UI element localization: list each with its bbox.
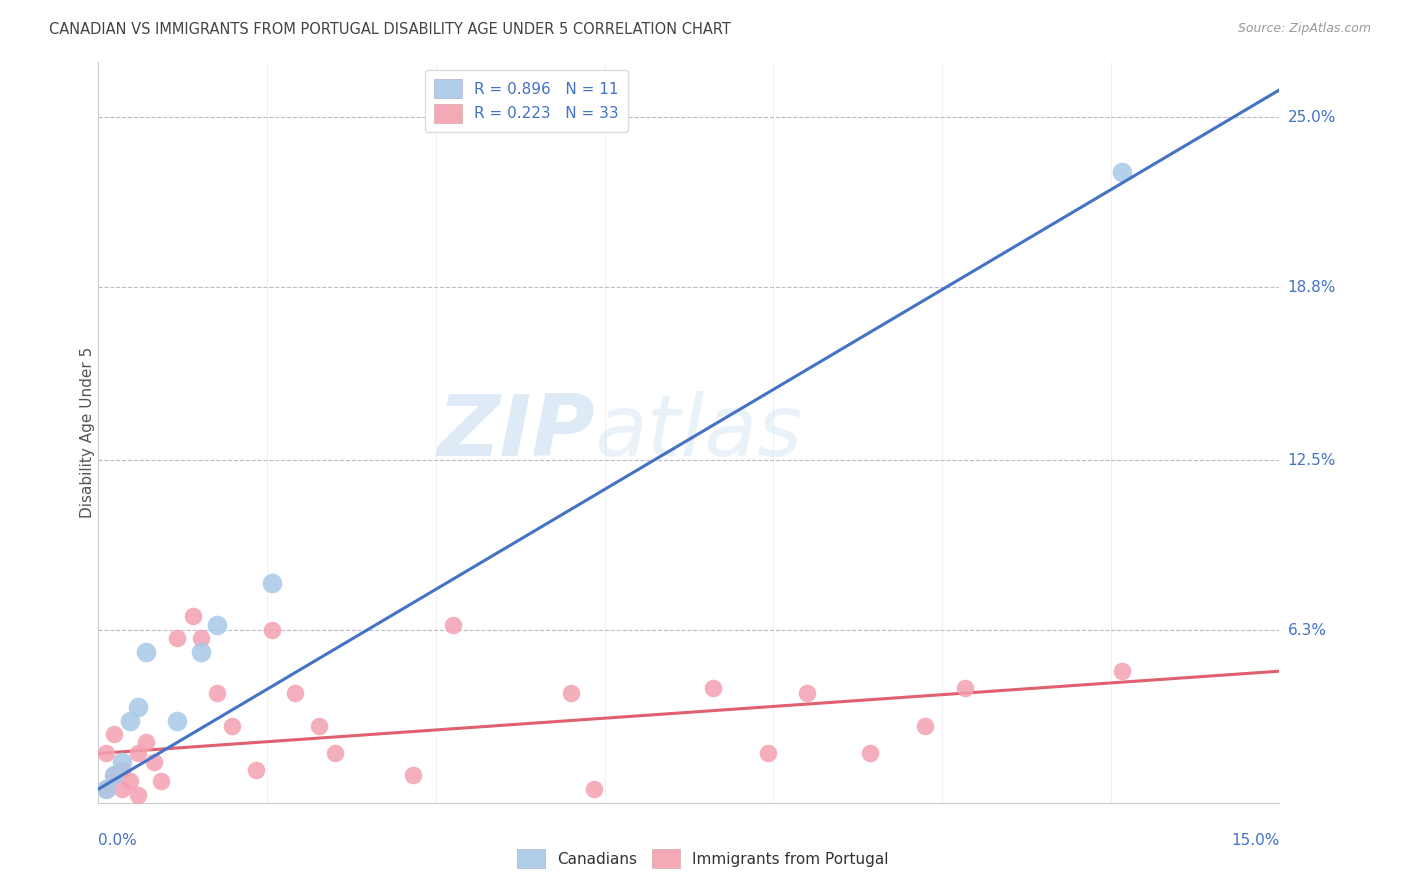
- Point: [323, 747, 346, 761]
- Point: [142, 755, 165, 769]
- Point: [127, 788, 149, 802]
- Point: [796, 686, 818, 700]
- Text: 18.8%: 18.8%: [1288, 280, 1336, 294]
- Point: [190, 632, 212, 646]
- Point: [166, 632, 188, 646]
- Text: 15.0%: 15.0%: [1232, 833, 1279, 848]
- Point: [284, 686, 307, 700]
- Point: [560, 686, 582, 700]
- Point: [1111, 165, 1133, 179]
- Point: [245, 763, 267, 777]
- Point: [118, 773, 141, 788]
- Text: Source: ZipAtlas.com: Source: ZipAtlas.com: [1237, 22, 1371, 36]
- Text: ZIP: ZIP: [437, 391, 595, 475]
- Point: [96, 782, 118, 797]
- Point: [111, 755, 134, 769]
- Point: [205, 617, 228, 632]
- Point: [127, 699, 149, 714]
- Point: [221, 719, 243, 733]
- Text: 25.0%: 25.0%: [1288, 110, 1336, 125]
- Text: 6.3%: 6.3%: [1288, 623, 1327, 638]
- Legend: Canadians, Immigrants from Portugal: Canadians, Immigrants from Portugal: [510, 841, 896, 875]
- Point: [260, 623, 283, 637]
- Legend: R = 0.896   N = 11, R = 0.223   N = 33: R = 0.896 N = 11, R = 0.223 N = 33: [425, 70, 627, 132]
- Point: [166, 714, 188, 728]
- Point: [441, 617, 464, 632]
- Point: [150, 773, 173, 788]
- Point: [205, 686, 228, 700]
- Y-axis label: Disability Age Under 5: Disability Age Under 5: [80, 347, 94, 518]
- Point: [135, 645, 157, 659]
- Point: [111, 782, 134, 797]
- Point: [859, 747, 882, 761]
- Point: [914, 719, 936, 733]
- Point: [402, 768, 425, 782]
- Point: [260, 576, 283, 591]
- Text: 12.5%: 12.5%: [1288, 452, 1336, 467]
- Point: [756, 747, 779, 761]
- Point: [190, 645, 212, 659]
- Point: [135, 735, 157, 749]
- Point: [96, 747, 118, 761]
- Point: [181, 609, 204, 624]
- Point: [953, 681, 976, 695]
- Point: [111, 763, 134, 777]
- Point: [583, 782, 606, 797]
- Point: [118, 714, 141, 728]
- Point: [96, 782, 118, 797]
- Text: CANADIAN VS IMMIGRANTS FROM PORTUGAL DISABILITY AGE UNDER 5 CORRELATION CHART: CANADIAN VS IMMIGRANTS FROM PORTUGAL DIS…: [49, 22, 731, 37]
- Point: [103, 768, 125, 782]
- Point: [127, 747, 149, 761]
- Point: [702, 681, 724, 695]
- Point: [1111, 664, 1133, 678]
- Point: [308, 719, 330, 733]
- Point: [103, 768, 125, 782]
- Text: 0.0%: 0.0%: [98, 833, 138, 848]
- Point: [103, 727, 125, 741]
- Text: atlas: atlas: [595, 391, 803, 475]
